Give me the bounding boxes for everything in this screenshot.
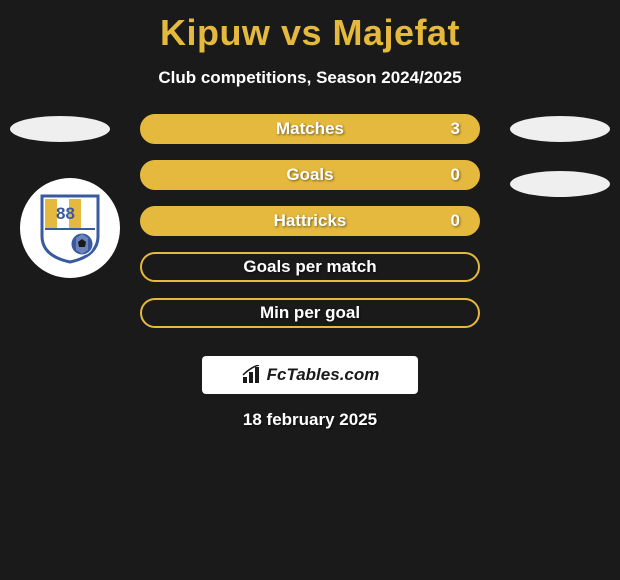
stat-label: Matches [276,119,344,139]
stat-value: 3 [451,119,460,139]
stat-label: Hattricks [274,211,347,231]
site-logo[interactable]: FcTables.com [202,356,418,394]
stat-value: 0 [451,211,460,231]
stat-pill-hattricks: Hattricks 0 [140,206,480,236]
club-badge: 88 [20,178,120,278]
player-right-placeholder [510,116,610,142]
stat-row-matches: Matches 3 [0,106,620,152]
subtitle: Club competitions, Season 2024/2025 [0,68,620,88]
title-player-left: Kipuw [160,12,270,53]
player-right-placeholder-2 [510,171,610,197]
stat-pill-gpm: Goals per match [140,252,480,282]
player-left-placeholder [10,116,110,142]
stat-label: Min per goal [260,303,360,323]
page-title: Kipuw vs Majefat [0,0,620,54]
logo-text: FcTables.com [267,365,380,385]
stat-pill-mpg: Min per goal [140,298,480,328]
snapshot-date: 18 february 2025 [243,410,377,430]
stat-row-mpg: Min per goal [0,290,620,336]
title-vs: vs [281,12,322,53]
badge-circle: 88 [20,178,120,278]
shield-icon: 88 [38,192,102,264]
title-player-right: Majefat [333,12,461,53]
badge-number: 88 [56,204,75,223]
stat-pill-matches: Matches 3 [140,114,480,144]
stat-value: 0 [451,165,460,185]
stat-label: Goals [286,165,333,185]
bar-chart-icon [241,365,263,385]
stat-pill-goals: Goals 0 [140,160,480,190]
stat-label: Goals per match [243,257,376,277]
